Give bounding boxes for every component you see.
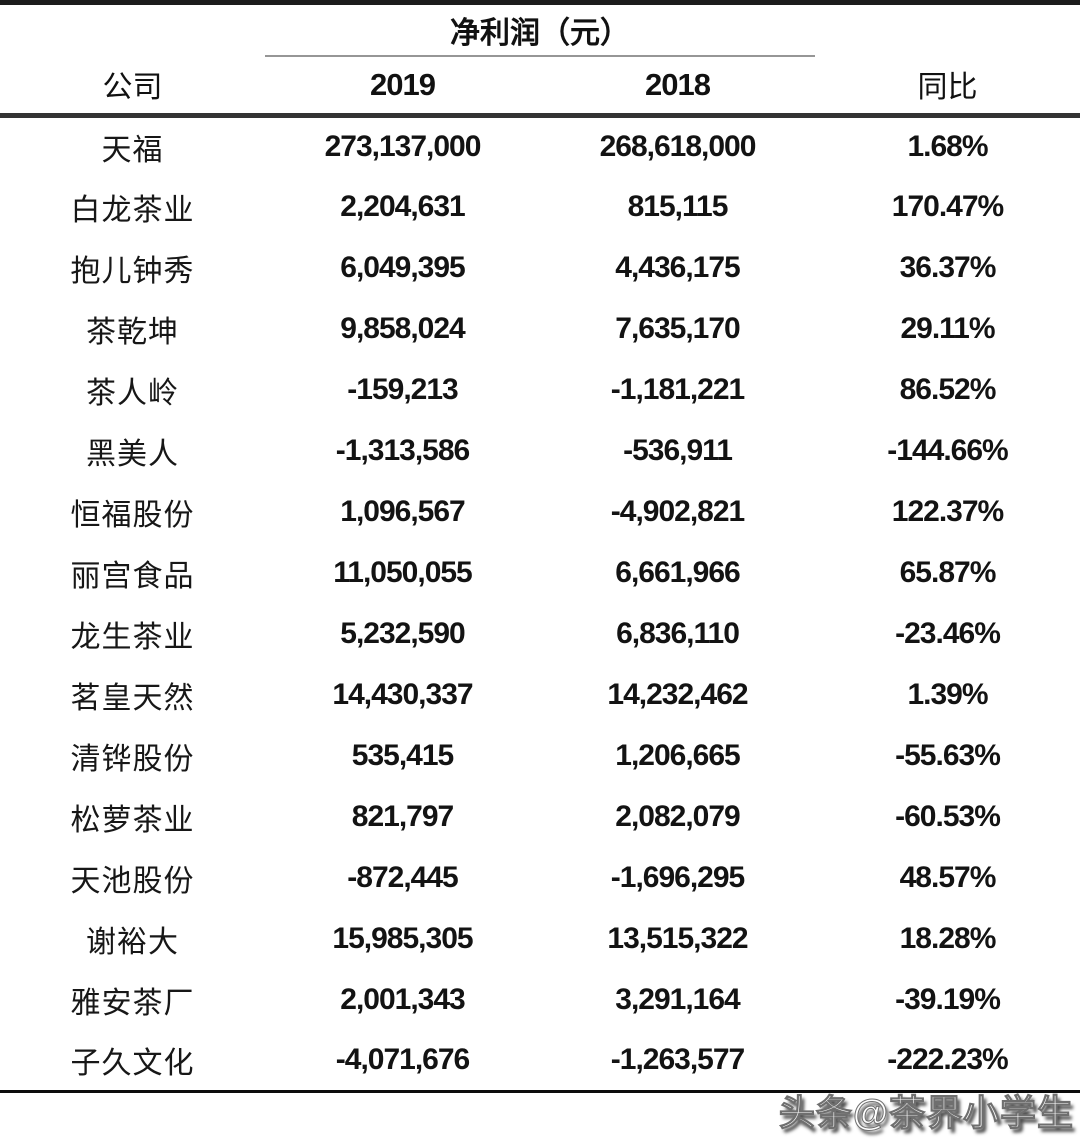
net-profit-2018: 6,836,110 xyxy=(616,617,740,650)
net-profit-2018: 1,206,665 xyxy=(615,739,740,772)
column-header-company: 公司 xyxy=(0,55,265,118)
column-header-row: 公司 2019 2018 同比 xyxy=(0,55,1080,118)
table-row: 子久文化 -4,071,676 -1,263,577 -222.23% xyxy=(0,1030,1080,1093)
table-row: 茶乾坤 9,858,024 7,635,170 29.11% xyxy=(0,299,1080,360)
net-profit-2018: 14,232,462 xyxy=(607,678,748,711)
blank-cell xyxy=(0,3,265,56)
yoy-change: 170.47% xyxy=(891,190,1004,223)
net-profit-2019: 1,096,567 xyxy=(340,495,465,528)
table-body: 天福 273,137,000 268,618,000 1.68% 白龙茶业 2,204,6… xyxy=(0,116,1080,1093)
company-name: 雅安茶厂 xyxy=(70,987,195,1020)
net-profit-2018: 2,082,079 xyxy=(615,800,740,833)
net-profit-2018: 6,661,966 xyxy=(615,556,740,589)
watermark-toutiao: 头条@茶界小学生 xyxy=(778,1092,1074,1134)
net-profit-2018: -536,911 xyxy=(623,434,733,467)
company-name: 白龙茶业 xyxy=(70,194,195,227)
table-row: 恒福股份 1,096,567 -4,902,821 122.37% xyxy=(0,482,1080,543)
net-profit-2019: -1,313,586 xyxy=(335,434,470,467)
yoy-change: 18.28% xyxy=(899,922,997,955)
table-row: 天池股份 -872,445 -1,696,295 48.57% xyxy=(0,848,1080,909)
net-profit-2019: 14,430,337 xyxy=(332,678,473,711)
net-profit-2018: -1,696,295 xyxy=(610,861,745,894)
net-profit-2018: 13,515,322 xyxy=(607,922,748,955)
net-profit-2019: 2,001,343 xyxy=(340,983,465,1016)
company-name: 天福 xyxy=(101,134,164,168)
net-profit-2019: 9,858,024 xyxy=(340,312,465,345)
net-profit-2019: -872,445 xyxy=(347,861,458,894)
net-profit-2019: 5,232,590 xyxy=(340,617,465,650)
company-name: 松萝茶业 xyxy=(70,804,195,837)
yoy-change: -39.19% xyxy=(895,983,1001,1016)
blank-cell xyxy=(815,3,1080,56)
net-profit-2018: -1,181,221 xyxy=(610,373,745,406)
yoy-change: -55.63% xyxy=(895,739,1001,772)
net-profit-2019: 535,415 xyxy=(351,739,454,772)
net-profit-2019: -159,213 xyxy=(347,373,458,406)
table-row: 龙生茶业 5,232,590 6,836,110 -23.46% xyxy=(0,604,1080,665)
yoy-change: -144.66% xyxy=(887,434,1008,467)
net-profit-2019: -4,071,676 xyxy=(265,1030,540,1093)
net-profit-2019: 821,797 xyxy=(351,800,454,833)
company-name: 谢裕大 xyxy=(86,926,179,959)
yoy-change: 65.87% xyxy=(899,556,997,589)
yoy-change: 1.68% xyxy=(907,130,988,164)
net-profit-2018: 268,618,000 xyxy=(599,130,757,164)
column-header-yoy: 同比 xyxy=(815,55,1080,118)
net-profit-2018: -1,263,577 xyxy=(540,1030,815,1093)
table-row: 谢裕大 15,985,305 13,515,322 18.28% xyxy=(0,909,1080,970)
table-row: 茗皇天然 14,430,337 14,232,462 1.39% xyxy=(0,665,1080,726)
company-name: 清铧股份 xyxy=(70,743,195,776)
table-row: 白龙茶业 2,204,631 815,115 170.47% xyxy=(0,177,1080,238)
group-header-row: 净利润（元） xyxy=(0,2,1080,57)
table-row: 黑美人 -1,313,586 -536,911 -144.66% xyxy=(0,421,1080,482)
net-profit-2019: 11,050,055 xyxy=(333,556,473,589)
yoy-change: 48.57% xyxy=(899,861,997,894)
table-row: 松萝茶业 821,797 2,082,079 -60.53% xyxy=(0,787,1080,848)
group-header-net-profit: 净利润（元） xyxy=(265,2,815,57)
company-name: 茗皇天然 xyxy=(70,682,195,715)
table-row: 丽宫食品 11,050,055 6,661,966 65.87% xyxy=(0,543,1080,604)
table-row: 茶人岭 -159,213 -1,181,221 86.52% xyxy=(0,360,1080,421)
yoy-change: 86.52% xyxy=(899,373,997,406)
company-name: 丽宫食品 xyxy=(70,560,195,593)
net-profit-2019: 273,137,000 xyxy=(324,130,482,164)
yoy-change: 29.11% xyxy=(900,312,995,345)
net-profit-table: 净利润（元） 公司 2019 2018 同比 天福 273,137,000 268,… xyxy=(0,0,1080,1093)
table-row: 雅安茶厂 2,001,343 3,291,164 -39.19% xyxy=(0,970,1080,1031)
net-profit-2019: 2,204,631 xyxy=(340,190,465,223)
net-profit-2018: 7,635,170 xyxy=(615,312,740,345)
net-profit-2018: 815,115 xyxy=(627,190,729,223)
table-row: 清铧股份 535,415 1,206,665 -55.63% xyxy=(0,726,1080,787)
net-profit-2018: 4,436,175 xyxy=(615,251,740,284)
company-name: 龙生茶业 xyxy=(70,621,195,654)
yoy-change: 122.37% xyxy=(891,495,1004,528)
net-profit-2018: 3,291,164 xyxy=(615,983,740,1016)
table-row: 抱儿钟秀 6,049,395 4,436,175 36.37% xyxy=(0,238,1080,299)
company-name: 茶乾坤 xyxy=(86,316,179,349)
net-profit-2019: 15,985,305 xyxy=(332,922,473,955)
table-header: 净利润（元） 公司 2019 2018 同比 xyxy=(0,2,1080,118)
yoy-change: -23.46% xyxy=(895,617,1001,650)
yoy-change: 1.39% xyxy=(907,678,988,711)
yoy-change: -60.53% xyxy=(895,800,1001,833)
company-name: 子久文化 xyxy=(0,1030,265,1093)
yoy-change: 36.37% xyxy=(899,251,997,284)
table-row: 天福 273,137,000 268,618,000 1.68% xyxy=(0,116,1080,177)
column-header-2018: 2018 xyxy=(540,55,815,118)
company-name: 抱儿钟秀 xyxy=(70,255,195,288)
company-name: 恒福股份 xyxy=(70,499,195,532)
net-profit-2018: -4,902,821 xyxy=(610,495,745,528)
column-header-2019: 2019 xyxy=(265,55,540,118)
net-profit-2019: 6,049,395 xyxy=(340,251,465,284)
company-name: 天池股份 xyxy=(70,865,195,898)
yoy-change: -222.23% xyxy=(815,1030,1080,1093)
company-name: 黑美人 xyxy=(86,438,179,471)
company-name: 茶人岭 xyxy=(86,377,179,410)
